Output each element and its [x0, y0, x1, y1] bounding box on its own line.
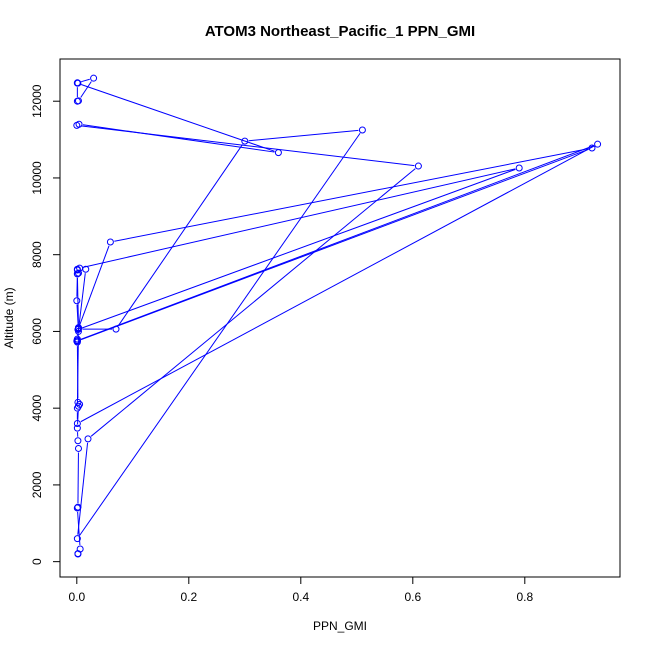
y-tick-label: 8000 [30, 241, 44, 268]
y-tick-label: 6000 [30, 318, 44, 345]
data-point [73, 297, 81, 305]
data-point [74, 97, 82, 105]
data-point [90, 74, 98, 82]
data-point [82, 265, 90, 273]
series-segment [80, 148, 589, 341]
y-tick-label: 12000 [30, 84, 44, 118]
y-axis: 0 2000 4000 6000 8000 10000 12000 [30, 84, 61, 565]
data-point [73, 420, 81, 428]
y-tick-label: 4000 [30, 395, 44, 422]
data-point [588, 144, 596, 152]
y-tick-label: 2000 [30, 471, 44, 498]
x-tick-label: 0.6 [404, 590, 421, 604]
data-point [74, 325, 82, 333]
data-point [74, 437, 82, 445]
series-segment [80, 81, 92, 98]
data-point [73, 337, 81, 345]
series-segment [81, 78, 90, 83]
x-tick-label: 0.0 [68, 590, 85, 604]
series-segment [76, 277, 79, 324]
chart-title: ATOM3 Northeast_Pacific_1 PPN_GMI [205, 23, 475, 40]
series-segment [80, 145, 595, 423]
series-segment [90, 168, 416, 437]
data-point [84, 435, 92, 443]
x-tick-label: 0.4 [292, 590, 309, 604]
data-point [73, 404, 81, 412]
data-point [76, 400, 84, 408]
data-point [73, 424, 81, 432]
data-point [594, 140, 602, 148]
data-point [74, 79, 82, 87]
data-point [414, 162, 422, 170]
data-point [73, 270, 81, 278]
data-point [73, 265, 81, 273]
data-point [73, 535, 81, 543]
y-tick-label: 0 [30, 558, 44, 565]
series-segment [82, 124, 275, 153]
data-point [76, 545, 84, 553]
data-point [241, 137, 249, 145]
x-axis-label: PPN_GMI [313, 619, 367, 633]
series-segment [79, 245, 110, 325]
data-point [106, 238, 114, 246]
series-segment [79, 132, 361, 536]
data-point [358, 126, 366, 134]
data-point [74, 269, 82, 277]
data-point [274, 149, 282, 157]
x-tick-label: 0.8 [516, 590, 533, 604]
series-segment [114, 148, 589, 242]
data-point [74, 444, 82, 452]
x-tick-label: 0.2 [180, 590, 197, 604]
data-point [74, 503, 82, 511]
series-segment [77, 410, 79, 425]
x-axis: 0.0 0.2 0.4 0.6 0.8 [68, 576, 533, 604]
data-series [73, 74, 602, 558]
series-segment [76, 335, 79, 405]
data-point [75, 120, 83, 128]
series-segment [117, 144, 243, 327]
series-segment [80, 145, 595, 340]
series-segment [76, 304, 79, 328]
series-segment [248, 129, 359, 142]
y-axis-label: Altitude (m) [2, 287, 16, 348]
series-segment [81, 168, 516, 329]
data-point [112, 325, 120, 333]
y-tick-label: 10000 [30, 161, 44, 195]
data-point [515, 164, 523, 172]
series-segment [77, 442, 89, 535]
series-segment [83, 168, 516, 268]
